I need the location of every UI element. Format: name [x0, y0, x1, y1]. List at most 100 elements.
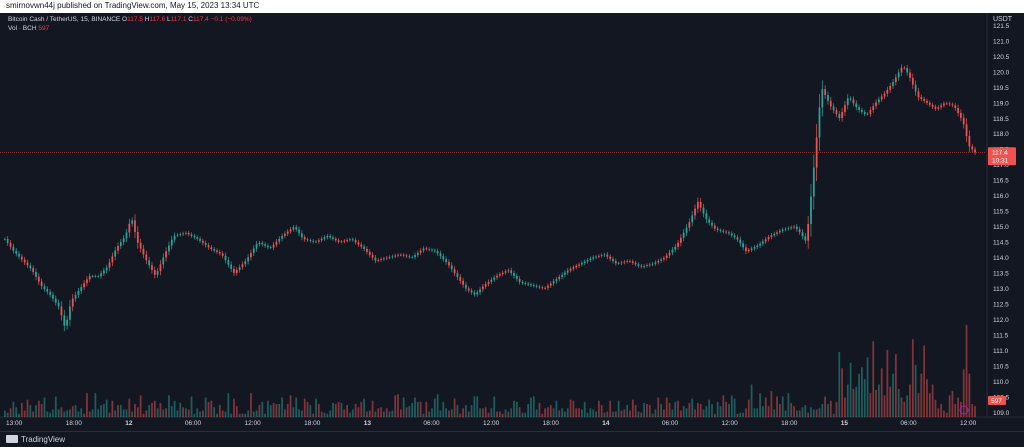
candle-body [275, 241, 278, 245]
candle-body [368, 251, 371, 255]
volume-bar [170, 406, 173, 417]
candle-body [349, 239, 351, 241]
volume-bar [71, 406, 74, 417]
price-tick-label: 112.5 [993, 302, 1009, 309]
volume-bar [801, 407, 804, 417]
volume-bar [750, 384, 753, 417]
volume-bar [377, 408, 380, 417]
volume-bar [267, 400, 269, 417]
candle-body [114, 250, 117, 257]
price-tick-label: 116.5 [993, 178, 1009, 185]
volume-bar [504, 409, 507, 417]
volume-bar [725, 401, 728, 417]
candle-body [764, 239, 767, 242]
candle-body [637, 264, 640, 266]
candle-body [917, 91, 920, 98]
volume-bar [646, 404, 648, 417]
price-tick-label: 120.5 [993, 54, 1010, 61]
candle-body [380, 259, 382, 261]
volume-bar [530, 397, 532, 417]
volume-bar [182, 407, 184, 417]
candlestick-chart[interactable]: 109.0109.5110.0110.5111.0111.5112.0112.5… [0, 13, 1024, 431]
volume-bar [617, 400, 620, 417]
candle-body [199, 238, 201, 241]
volume-bar [275, 404, 278, 417]
candle-body [914, 84, 917, 92]
close-value: 117.4 [192, 16, 209, 23]
volume-bar [736, 413, 739, 417]
volume-bar [213, 407, 216, 417]
candle-body [535, 285, 538, 287]
volume-bar [422, 413, 425, 417]
volume-bar [473, 396, 476, 417]
volume-bar [742, 412, 744, 417]
volume-bar [535, 409, 538, 417]
volume-bar [479, 408, 481, 417]
candle-body [23, 259, 26, 263]
volume-bar [292, 407, 295, 417]
candle-body [425, 248, 428, 250]
candle-body [878, 99, 880, 103]
volume-bar [49, 412, 52, 417]
volume-bar [592, 409, 595, 417]
volume-bar [326, 413, 329, 417]
candle-body [694, 208, 696, 216]
candle-body [880, 96, 883, 100]
publish-header: smirnovwn44j published on TradingView.co… [0, 0, 1024, 13]
candle-body [513, 273, 515, 277]
candle-body [165, 251, 167, 258]
footer: TradingView [0, 431, 1024, 447]
close-label: C [188, 16, 193, 23]
volume-bar [332, 402, 334, 417]
candle-body [677, 242, 679, 247]
volume-bar [111, 400, 114, 417]
time-tick-label: 06:00 [662, 420, 679, 427]
candle-body [716, 228, 719, 231]
volume-bar [603, 412, 606, 417]
candle-body [9, 242, 12, 247]
candle-body [589, 258, 592, 261]
candle-body [399, 254, 402, 256]
volume-bar [787, 393, 790, 417]
volume-bar [465, 405, 467, 417]
countdown-value: 10:31 [992, 157, 1009, 164]
volume-bar [894, 354, 897, 417]
candle-body [569, 268, 572, 271]
candle-body [37, 276, 40, 282]
volume-bar [728, 404, 730, 417]
candle-body [612, 258, 614, 262]
candle-body [643, 265, 645, 267]
candle-body [527, 283, 530, 285]
volume-bar [399, 409, 402, 417]
candle-body [247, 257, 250, 262]
candle-body [317, 240, 320, 242]
candle-body [722, 230, 725, 232]
candle-body [315, 241, 317, 243]
volume-bar [173, 400, 176, 417]
candle-body [462, 280, 464, 285]
candle-body [861, 110, 863, 112]
volume-bar [278, 404, 281, 417]
volume-bar [448, 410, 450, 417]
chart-pane[interactable]: 109.0109.5110.0110.5111.0111.5112.0112.5… [0, 13, 1024, 431]
volume-bar [431, 408, 433, 417]
candle-body [74, 294, 77, 299]
time-tick-label: 06:00 [900, 420, 917, 427]
low-value: 117.1 [170, 16, 187, 23]
volume-bar [515, 401, 518, 417]
time-tick-label: 13:00 [6, 420, 23, 427]
candle-body [696, 201, 699, 209]
volume-bar [527, 404, 530, 417]
volume-bar [880, 368, 883, 417]
volume-bar [911, 339, 914, 417]
volume-bar [818, 408, 821, 417]
volume-bar [926, 379, 928, 417]
candle-body [521, 281, 524, 283]
time-tick-label: 06:00 [423, 420, 440, 427]
price-tick-label: 118.0 [993, 131, 1009, 138]
volume-bar [569, 399, 572, 417]
volume-bar [74, 405, 77, 417]
candle-body [759, 243, 761, 246]
candle-body [581, 262, 583, 265]
candle-body [496, 275, 498, 278]
